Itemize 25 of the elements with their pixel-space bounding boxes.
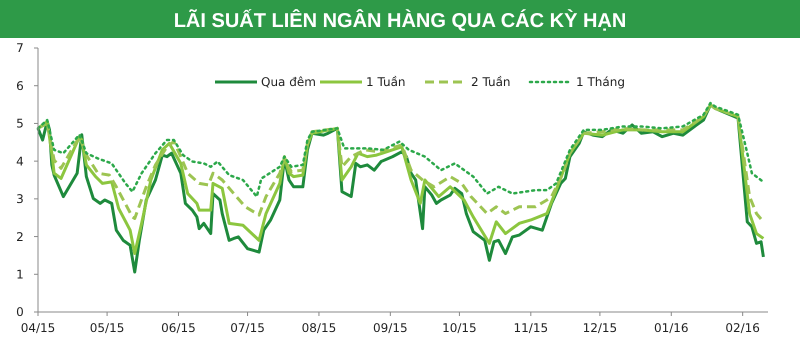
- y-tick-label: 2: [16, 230, 24, 244]
- x-tick-label: 10/15: [442, 321, 477, 335]
- x-tick-label: 01/16: [654, 321, 689, 335]
- y-tick-label: 3: [16, 192, 24, 206]
- x-tick-label: 02/16: [725, 321, 760, 335]
- y-tick-label: 5: [16, 116, 24, 131]
- legend-label: 2 Tuần: [471, 75, 511, 90]
- legend-label: Qua đêm: [261, 75, 316, 90]
- x-tick-label: 05/15: [90, 321, 124, 335]
- legend-label: 1 Tháng: [576, 75, 625, 90]
- x-tick-label: 08/15: [302, 321, 336, 335]
- y-tick-label: 6: [16, 78, 24, 93]
- x-tick-label: 04/15: [20, 321, 56, 335]
- x-tick-label: 09/15: [373, 321, 408, 335]
- y-tick-label: 1: [16, 267, 24, 282]
- y-tick-label: 7: [16, 41, 24, 56]
- line-series: [36, 102, 765, 198]
- chart-title: LÃI SUẤT LIÊN NGÂN HÀNG QUA CÁC KỲ HẠN: [174, 9, 626, 32]
- x-tick-label: 07/15: [230, 321, 265, 335]
- x-tick-label: 11/15: [514, 321, 548, 335]
- legend-label: 1 Tuần: [366, 75, 406, 90]
- y-tick-label: 0: [16, 305, 24, 320]
- x-tick-label: 06/15: [161, 321, 196, 335]
- y-tick-label: 4: [16, 154, 24, 168]
- x-tick-label: 12/15: [582, 321, 618, 335]
